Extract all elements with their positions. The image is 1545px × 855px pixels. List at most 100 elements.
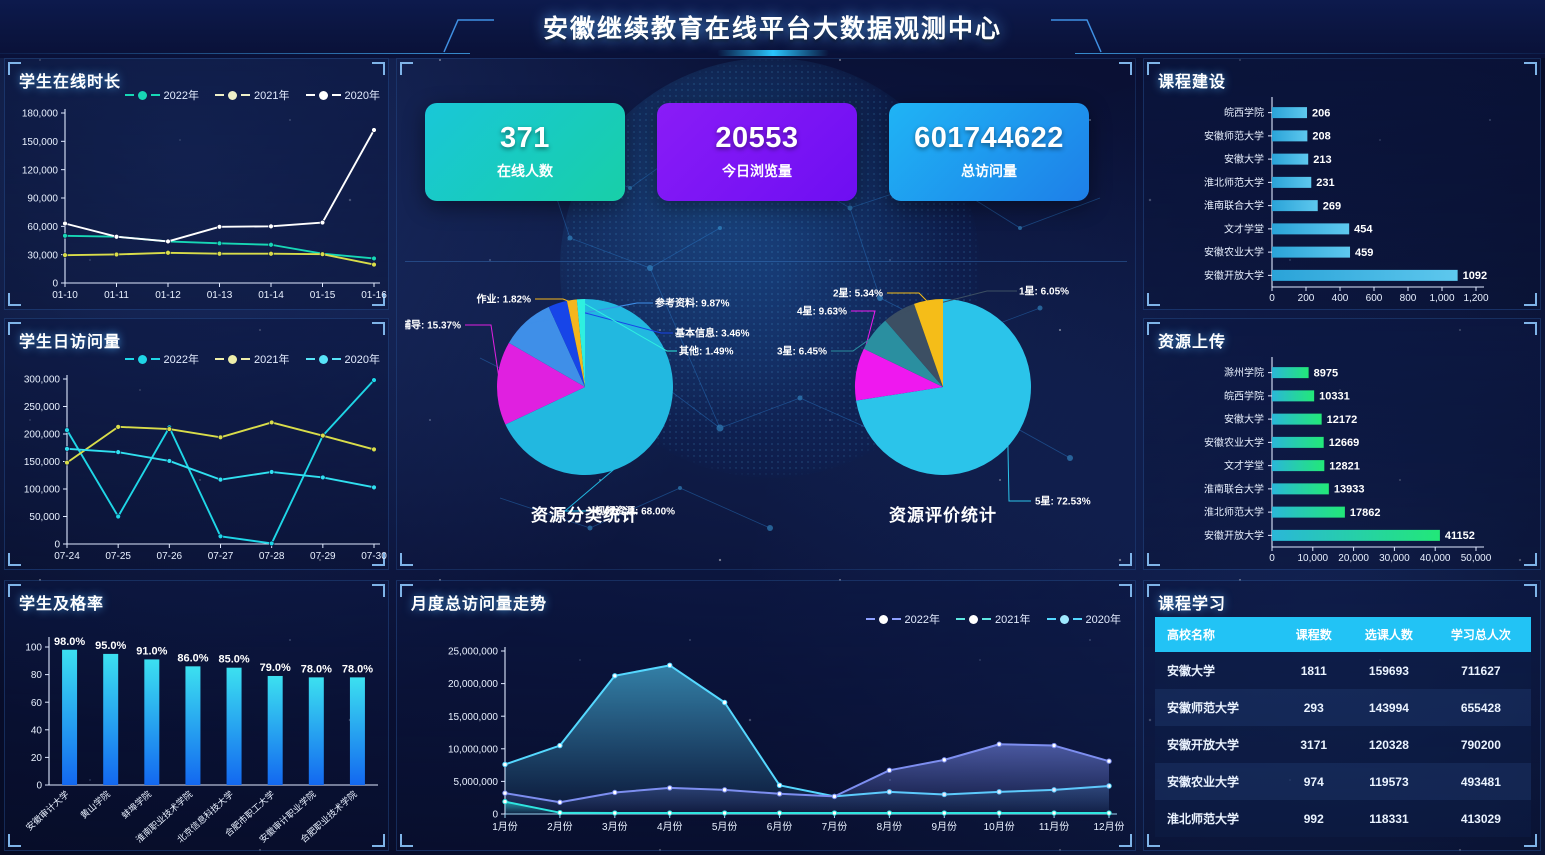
svg-text:皖西学院: 皖西学院 — [1224, 389, 1264, 402]
kpi-card-online-users[interactable]: 371 在线人数 — [425, 103, 625, 201]
panel-course-learning: 课程学习 高校名称 课程数 选课人数 学习总人次 安徽大学 1811 159693 7116… — [1143, 580, 1541, 851]
legend-item-2020[interactable]: 2020年 — [305, 351, 380, 367]
panel-title-resource-upload: 资源上传 — [1158, 334, 1227, 351]
table-cell-3: 711627 — [1461, 663, 1501, 678]
svg-text:8975: 8975 — [1314, 367, 1338, 379]
svg-text:20: 20 — [31, 753, 43, 764]
svg-text:15,000,000: 15,000,000 — [448, 712, 498, 723]
legend-item-2021[interactable]: 2021年 — [215, 87, 290, 103]
chart-resource-category-pie: 视频资源: 68.00% 文本辅导: 15.37% 参考资料: 9.87% 基本信息:… — [405, 293, 750, 526]
center-divider — [405, 261, 1127, 262]
svg-text:459: 459 — [1355, 247, 1373, 259]
legend-dash-2020 — [1046, 618, 1056, 620]
svg-text:01-13: 01-13 — [207, 290, 233, 301]
panel-title-daily-visits: 学生日访问量 — [19, 334, 122, 351]
svg-text:12月份: 12月份 — [1093, 821, 1124, 833]
legend-dash2-2020 — [331, 94, 341, 96]
svg-text:6月份: 6月份 — [767, 821, 793, 833]
svg-text:120,000: 120,000 — [22, 165, 59, 176]
table-row[interactable]: 淮北师范大学 992 118331 413029 — [1155, 800, 1531, 837]
legend-item-2022[interactable]: 2022年 — [124, 87, 199, 103]
svg-text:200: 200 — [1298, 293, 1315, 304]
corner-bracket-tl — [8, 584, 21, 597]
legend-label-2021: 2021年 — [254, 90, 290, 102]
svg-text:1,000: 1,000 — [1429, 293, 1454, 304]
corner-bracket-tl — [1147, 322, 1160, 335]
svg-text:安徽审计大学: 安徽审计大学 — [23, 788, 71, 832]
svg-text:150,000: 150,000 — [24, 457, 61, 468]
svg-text:4月份: 4月份 — [657, 821, 683, 833]
table-row[interactable]: 安徽大学 1811 159693 711627 — [1155, 652, 1531, 689]
svg-text:视频资源: 68.00%: 视频资源: 68.00% — [595, 505, 675, 518]
corner-bracket-bl — [8, 293, 21, 306]
corner-bracket-bl — [8, 553, 21, 566]
legend-item-2022[interactable]: 2022年 — [865, 611, 940, 627]
svg-text:100,000: 100,000 — [24, 485, 61, 496]
svg-text:269: 269 — [1323, 200, 1341, 212]
svg-text:800: 800 — [1400, 293, 1417, 304]
dashboard-header: 安徽继续教育在线平台大数据观测中心 — [0, 0, 1545, 58]
svg-text:0: 0 — [1269, 293, 1275, 304]
table-cell-2: 143994 — [1368, 700, 1409, 715]
corner-bracket-bl — [8, 834, 21, 847]
svg-text:蚌埠学院: 蚌埠学院 — [119, 788, 153, 820]
legend-item-2022[interactable]: 2022年 — [124, 351, 199, 367]
svg-text:0: 0 — [54, 540, 60, 551]
legend-item-2021[interactable]: 2021年 — [215, 351, 290, 367]
svg-text:20,000,000: 20,000,000 — [448, 679, 498, 690]
legend-label-2021: 2021年 — [995, 614, 1031, 626]
table-cell-1: 1811 — [1300, 663, 1327, 678]
table-row[interactable]: 安徽农业大学 974 119573 493481 — [1155, 763, 1531, 800]
svg-text:4星: 9.63%: 4星: 9.63% — [797, 306, 847, 318]
svg-text:淮南联合大学: 淮南联合大学 — [1204, 199, 1264, 212]
svg-text:9月份: 9月份 — [931, 821, 957, 833]
svg-text:60: 60 — [31, 698, 43, 709]
corner-bracket-tl — [400, 584, 413, 597]
table-cell-2: 159693 — [1368, 663, 1409, 678]
kpi-card-today-views[interactable]: 20553 今日浏览量 — [657, 103, 857, 201]
svg-text:资源评价统计: 资源评价统计 — [889, 505, 997, 525]
table-body: 安徽大学 1811 159693 711627 安徽师范大学 293 143994 65542… — [1155, 652, 1531, 837]
svg-text:208: 208 — [1312, 131, 1330, 143]
legend-item-2020[interactable]: 2020年 — [1046, 611, 1121, 627]
panel-title-monthly-trend: 月度总访问量走势 — [411, 596, 548, 613]
legend-dash-2021 — [215, 94, 225, 96]
corner-bracket-tr — [372, 322, 385, 335]
corner-bracket-br — [1119, 834, 1132, 847]
corner-bracket-br — [1119, 553, 1132, 566]
table-row[interactable]: 安徽开放大学 3171 120328 790200 — [1155, 726, 1531, 763]
legend-dash-2021 — [956, 618, 966, 620]
svg-text:12172: 12172 — [1327, 414, 1358, 426]
table-col-0: 高校名称 — [1155, 617, 1281, 652]
svg-text:安徽开放大学: 安徽开放大学 — [1204, 269, 1264, 282]
legend-dot-2021 — [228, 90, 238, 100]
svg-text:参考资料: 9.87%: 参考资料: 9.87% — [655, 297, 730, 310]
legend-item-2020[interactable]: 2020年 — [305, 87, 380, 103]
svg-text:07-27: 07-27 — [208, 551, 234, 562]
corner-bracket-bl — [1147, 834, 1160, 847]
kpi-card-total-views[interactable]: 601744622 总访问量 — [889, 103, 1089, 201]
svg-text:安徽农业大学: 安徽农业大学 — [1204, 436, 1264, 449]
svg-text:10,000: 10,000 — [1298, 553, 1329, 564]
table-cell-1: 3171 — [1300, 737, 1328, 752]
svg-text:01-14: 01-14 — [258, 290, 284, 301]
course-learning-table: 高校名称 课程数 选课人数 学习总人次 安徽大学 1811 159693 711627 安徽师… — [1155, 617, 1531, 837]
svg-text:3月份: 3月份 — [602, 821, 628, 833]
corner-bracket-bl — [1147, 293, 1160, 306]
svg-text:85.0%: 85.0% — [218, 654, 249, 666]
table-row[interactable]: 安徽师范大学 293 143994 655428 — [1155, 689, 1531, 726]
legend-item-2021[interactable]: 2021年 — [956, 611, 1031, 627]
legend-dot-2022 — [878, 614, 888, 624]
svg-text:0: 0 — [36, 781, 42, 792]
svg-text:文本辅导: 15.37%: 文本辅导: 15.37% — [405, 319, 461, 332]
svg-text:13933: 13933 — [1334, 484, 1365, 496]
table-cell-1: 974 — [1303, 774, 1324, 789]
table-cell-0: 淮北师范大学 — [1167, 812, 1240, 826]
svg-text:资源分类统计: 资源分类统计 — [531, 505, 639, 525]
corner-bracket-br — [1524, 553, 1537, 566]
svg-text:0: 0 — [1269, 553, 1275, 564]
panel-title-course-construction: 课程建设 — [1158, 74, 1227, 91]
svg-text:文才学堂: 文才学堂 — [1224, 222, 1264, 235]
svg-text:12821: 12821 — [1329, 460, 1360, 472]
svg-text:80: 80 — [31, 670, 43, 681]
